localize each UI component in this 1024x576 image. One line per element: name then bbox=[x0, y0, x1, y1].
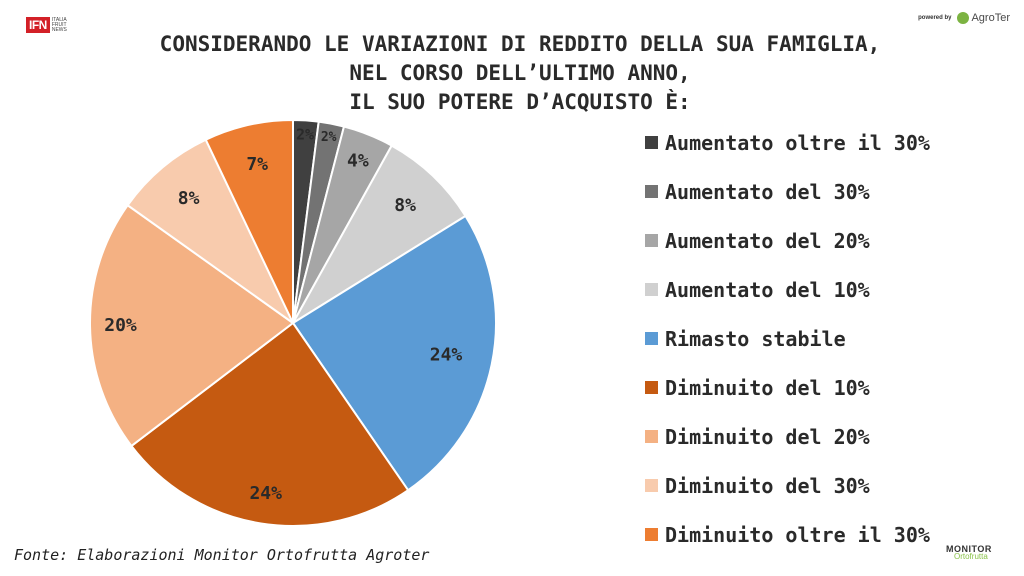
legend-swatch-9 bbox=[645, 528, 658, 541]
agroter-logo-text: AgroTer bbox=[971, 12, 1010, 24]
chart-title-line-1: CONSIDERANDO LE VARIAZIONI DI REDDITO DE… bbox=[159, 32, 881, 56]
legend-swatch-1 bbox=[645, 136, 658, 149]
slice-label-7: 20% bbox=[104, 315, 137, 336]
chart-title: CONSIDERANDO LE VARIAZIONI DI REDDITO DE… bbox=[60, 30, 980, 117]
pie-slice-5 bbox=[291, 214, 497, 492]
legend-label-8: Diminuito del 30% bbox=[665, 473, 870, 498]
leaf-icon bbox=[957, 12, 970, 24]
monitor-logo-text: MONITOR bbox=[946, 544, 992, 554]
agroter-logo: AgroTer bbox=[957, 12, 1010, 24]
chart-title-line-3: IL SUO POTERE D’ACQUISTO È: bbox=[349, 90, 691, 114]
pie-slice-4 bbox=[290, 144, 467, 326]
pie-slice-7 bbox=[89, 203, 295, 448]
slice-label-2: 2% bbox=[321, 130, 337, 145]
chart-legend: Aumentato oltre il 30% Aumentato del 30% A… bbox=[645, 118, 930, 559]
legend-item-2: Aumentato del 30% bbox=[645, 167, 930, 216]
legend-item-1: Aumentato oltre il 30% bbox=[645, 118, 930, 167]
legend-swatch-6 bbox=[645, 381, 658, 394]
ifn-logo-mark: IFN bbox=[26, 17, 50, 33]
monitor-logo-subtext: Ortofrutta bbox=[954, 552, 988, 561]
powered-by-agroter: powered by AgroTer bbox=[918, 12, 1010, 24]
legend-swatch-8 bbox=[645, 479, 658, 492]
legend-item-3: Aumentato del 20% bbox=[645, 216, 930, 265]
legend-label-9: Diminuito oltre il 30% bbox=[665, 522, 930, 547]
legend-swatch-7 bbox=[645, 430, 658, 443]
slice-label-4: 8% bbox=[394, 195, 416, 216]
monitor-ortofrutta-logo: MONITOR Ortofrutta bbox=[946, 544, 1006, 568]
ifn-logo-subtitle: ITALIA FRUIT NEWS bbox=[51, 16, 67, 33]
legend-label-1: Aumentato oltre il 30% bbox=[665, 130, 930, 155]
legend-item-5: Rimasto stabile bbox=[645, 314, 930, 363]
legend-label-7: Diminuito del 20% bbox=[665, 424, 870, 449]
legend-swatch-3 bbox=[645, 234, 658, 247]
slice-label-3: 4% bbox=[347, 150, 369, 171]
pie-slice-8 bbox=[126, 138, 296, 327]
legend-item-7: Diminuito del 20% bbox=[645, 412, 930, 461]
legend-swatch-4 bbox=[645, 283, 658, 296]
chart-title-line-2: NEL CORSO DELL’ULTIMO ANNO, bbox=[349, 61, 691, 85]
legend-label-2: Aumentato del 30% bbox=[665, 179, 870, 204]
legend-item-8: Diminuito del 30% bbox=[645, 461, 930, 510]
legend-label-6: Diminuito del 10% bbox=[665, 375, 870, 400]
powered-by-text: powered by bbox=[918, 15, 952, 21]
legend-item-6: Diminuito del 10% bbox=[645, 363, 930, 412]
legend-label-5: Rimasto stabile bbox=[665, 326, 846, 351]
legend-item-4: Aumentato del 10% bbox=[645, 265, 930, 314]
slice-label-5: 24% bbox=[430, 345, 463, 366]
slice-label-9: 7% bbox=[246, 154, 268, 175]
legend-label-4: Aumentato del 10% bbox=[665, 277, 870, 302]
slice-label-6: 24% bbox=[249, 483, 282, 504]
legend-swatch-5 bbox=[645, 332, 658, 345]
source-note: Fonte: Elaborazioni Monitor Ortofrutta A… bbox=[14, 546, 430, 564]
legend-swatch-2 bbox=[645, 185, 658, 198]
pie-slice-9 bbox=[204, 118, 294, 324]
slice-label-1: 2% bbox=[296, 126, 314, 144]
legend-item-9: Diminuito oltre il 30% bbox=[645, 510, 930, 559]
pie-slice-6 bbox=[130, 321, 410, 527]
legend-label-3: Aumentato del 20% bbox=[665, 228, 870, 253]
slice-label-8: 8% bbox=[178, 188, 200, 209]
ifn-logo: IFN ITALIA FRUIT NEWS bbox=[26, 14, 92, 36]
